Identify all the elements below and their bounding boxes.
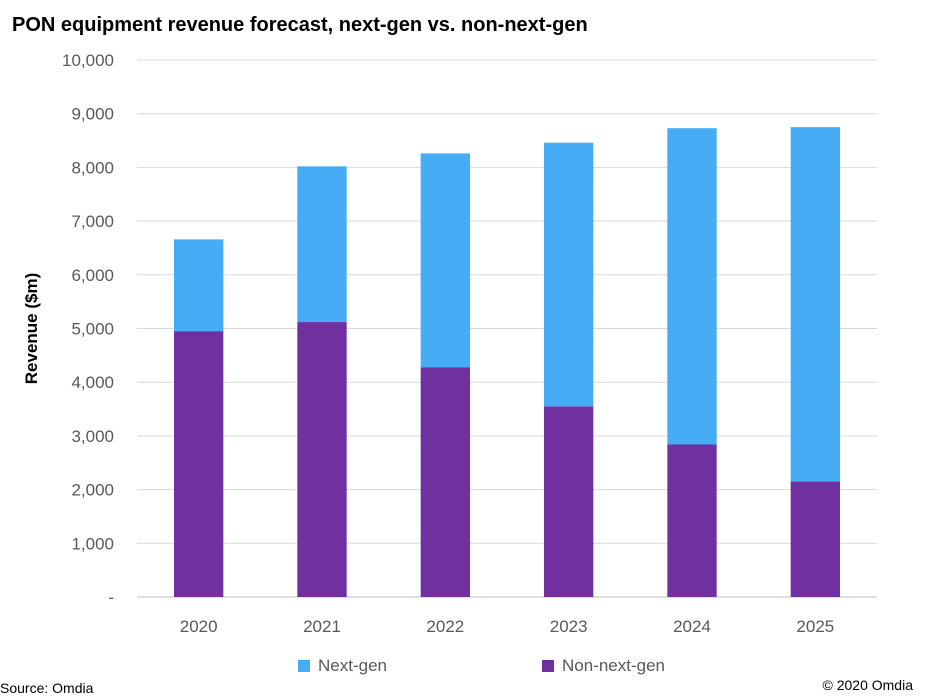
legend-swatch-non-next-gen [542,660,554,672]
y-tick-label: - [108,588,114,607]
bar-non-next-gen-2022 [420,367,470,597]
bar-non-next-gen-2021 [297,322,347,597]
bar-next-gen-2025 [790,127,840,482]
legend-label-non-next-gen: Non-next-gen [562,656,666,675]
y-tick-label: 5,000 [71,320,114,339]
y-tick-label: 3,000 [71,427,114,446]
x-tick-label: 2022 [426,617,464,636]
y-axis-title: Revenue ($m) [22,273,41,384]
y-tick-label: 7,000 [71,212,114,231]
x-tick-label: 2025 [796,617,834,636]
bar-non-next-gen-2025 [790,481,840,597]
copyright-note: © 2020 Omdia [822,677,913,693]
legend-label-next-gen: Next-gen [318,656,387,675]
y-tick-label: 6,000 [71,266,114,285]
y-tick-label: 10,000 [62,51,114,70]
legend-item-non-next-gen: Non-next-gen [542,656,665,676]
bar-next-gen-2021 [297,166,347,323]
bar-non-next-gen-2020 [174,331,224,597]
chart-title: PON equipment revenue forecast, next-gen… [12,14,588,36]
x-tick-label: 2021 [303,617,341,636]
bar-non-next-gen-2023 [544,406,594,597]
y-tick-label: 9,000 [71,105,114,124]
bar-next-gen-2024 [667,128,717,445]
bar-non-next-gen-2024 [667,444,717,597]
bar-next-gen-2022 [420,153,470,368]
source-note: Source: Omdia [0,680,94,696]
y-tick-label: 4,000 [71,373,114,392]
x-tick-label: 2023 [550,617,588,636]
bar-next-gen-2020 [174,239,224,332]
legend-item-next-gen: Next-gen [298,656,387,676]
legend-swatch-next-gen [298,660,310,672]
bar-next-gen-2023 [544,142,594,407]
x-tick-label: 2020 [180,617,218,636]
y-tick-label: 1,000 [71,534,114,553]
y-tick-label: 2,000 [71,481,114,500]
x-tick-label: 2024 [673,617,711,636]
chart-legend: Next-gen Non-next-gen [0,656,927,680]
chart-plot: - 1,000 2,000 3,000 4,000 5,000 6,000 7,000 8,00… [22,51,877,636]
y-tick-label: 8,000 [71,158,114,177]
